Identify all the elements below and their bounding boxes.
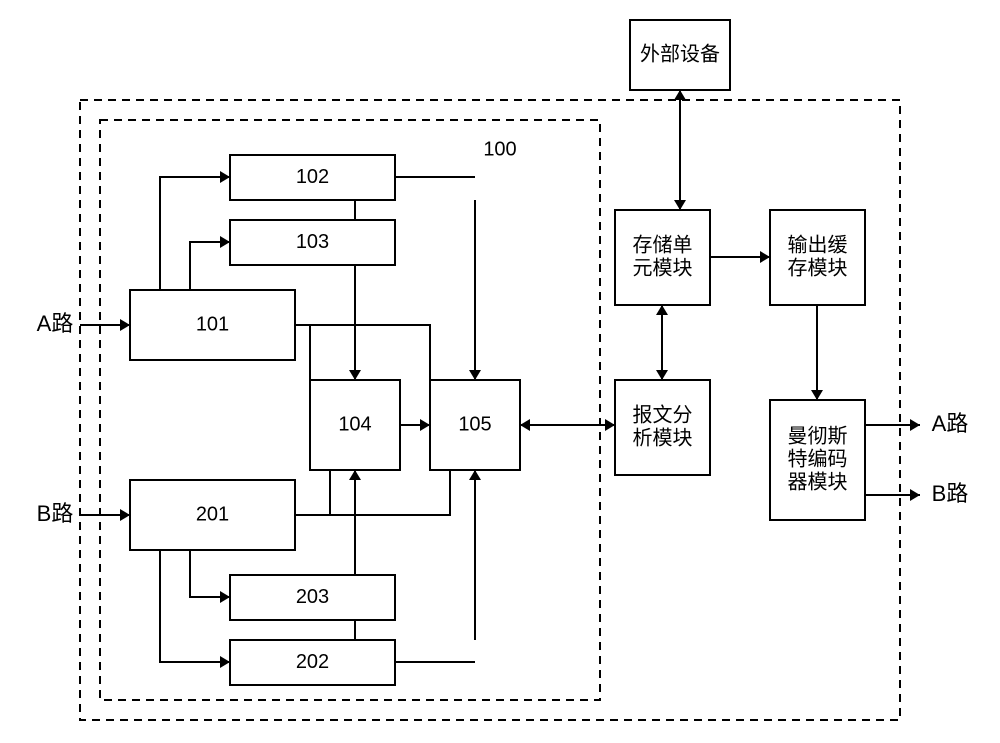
label-b_out: B路 xyxy=(932,481,969,506)
block-manchester-label: 曼彻斯 xyxy=(788,424,848,447)
block-n101-label: 101 xyxy=(196,313,229,335)
label-a_in: A路 xyxy=(37,311,74,336)
block-n201-label: 201 xyxy=(196,503,229,525)
block-outbuf-label: 存模块 xyxy=(788,256,848,279)
block-n102-label: 102 xyxy=(296,166,329,188)
edge xyxy=(295,470,450,515)
label-b_in: B路 xyxy=(37,501,74,526)
edge xyxy=(160,550,230,662)
edge xyxy=(295,325,430,380)
edge xyxy=(190,550,230,597)
block-manchester-label: 特编码 xyxy=(788,447,848,470)
diagram-canvas: 100 外部设备 102 103 101 104 105 201 203 202 报文分析模块 存储单… xyxy=(0,0,1000,743)
block-n103-label: 103 xyxy=(296,231,329,253)
block-outbuf-label: 输出缓 xyxy=(788,233,848,256)
label-a_out: A路 xyxy=(932,411,969,436)
block-storage-label: 存储单 xyxy=(633,233,693,256)
edge xyxy=(160,177,230,290)
block-n105-label: 105 xyxy=(458,413,491,435)
block-ext-label: 外部设备 xyxy=(640,42,720,65)
block-analysis-label: 析模块 xyxy=(633,426,693,449)
block-n202-label: 202 xyxy=(296,651,329,673)
inner-frame-label: 100 xyxy=(483,138,516,160)
block-analysis-label: 报文分 xyxy=(633,403,693,426)
block-storage-label: 元模块 xyxy=(633,256,693,279)
block-n104-label: 104 xyxy=(338,413,371,435)
block-manchester-label: 器模块 xyxy=(788,470,848,493)
block-n203-label: 203 xyxy=(296,586,329,608)
edge xyxy=(190,242,230,290)
